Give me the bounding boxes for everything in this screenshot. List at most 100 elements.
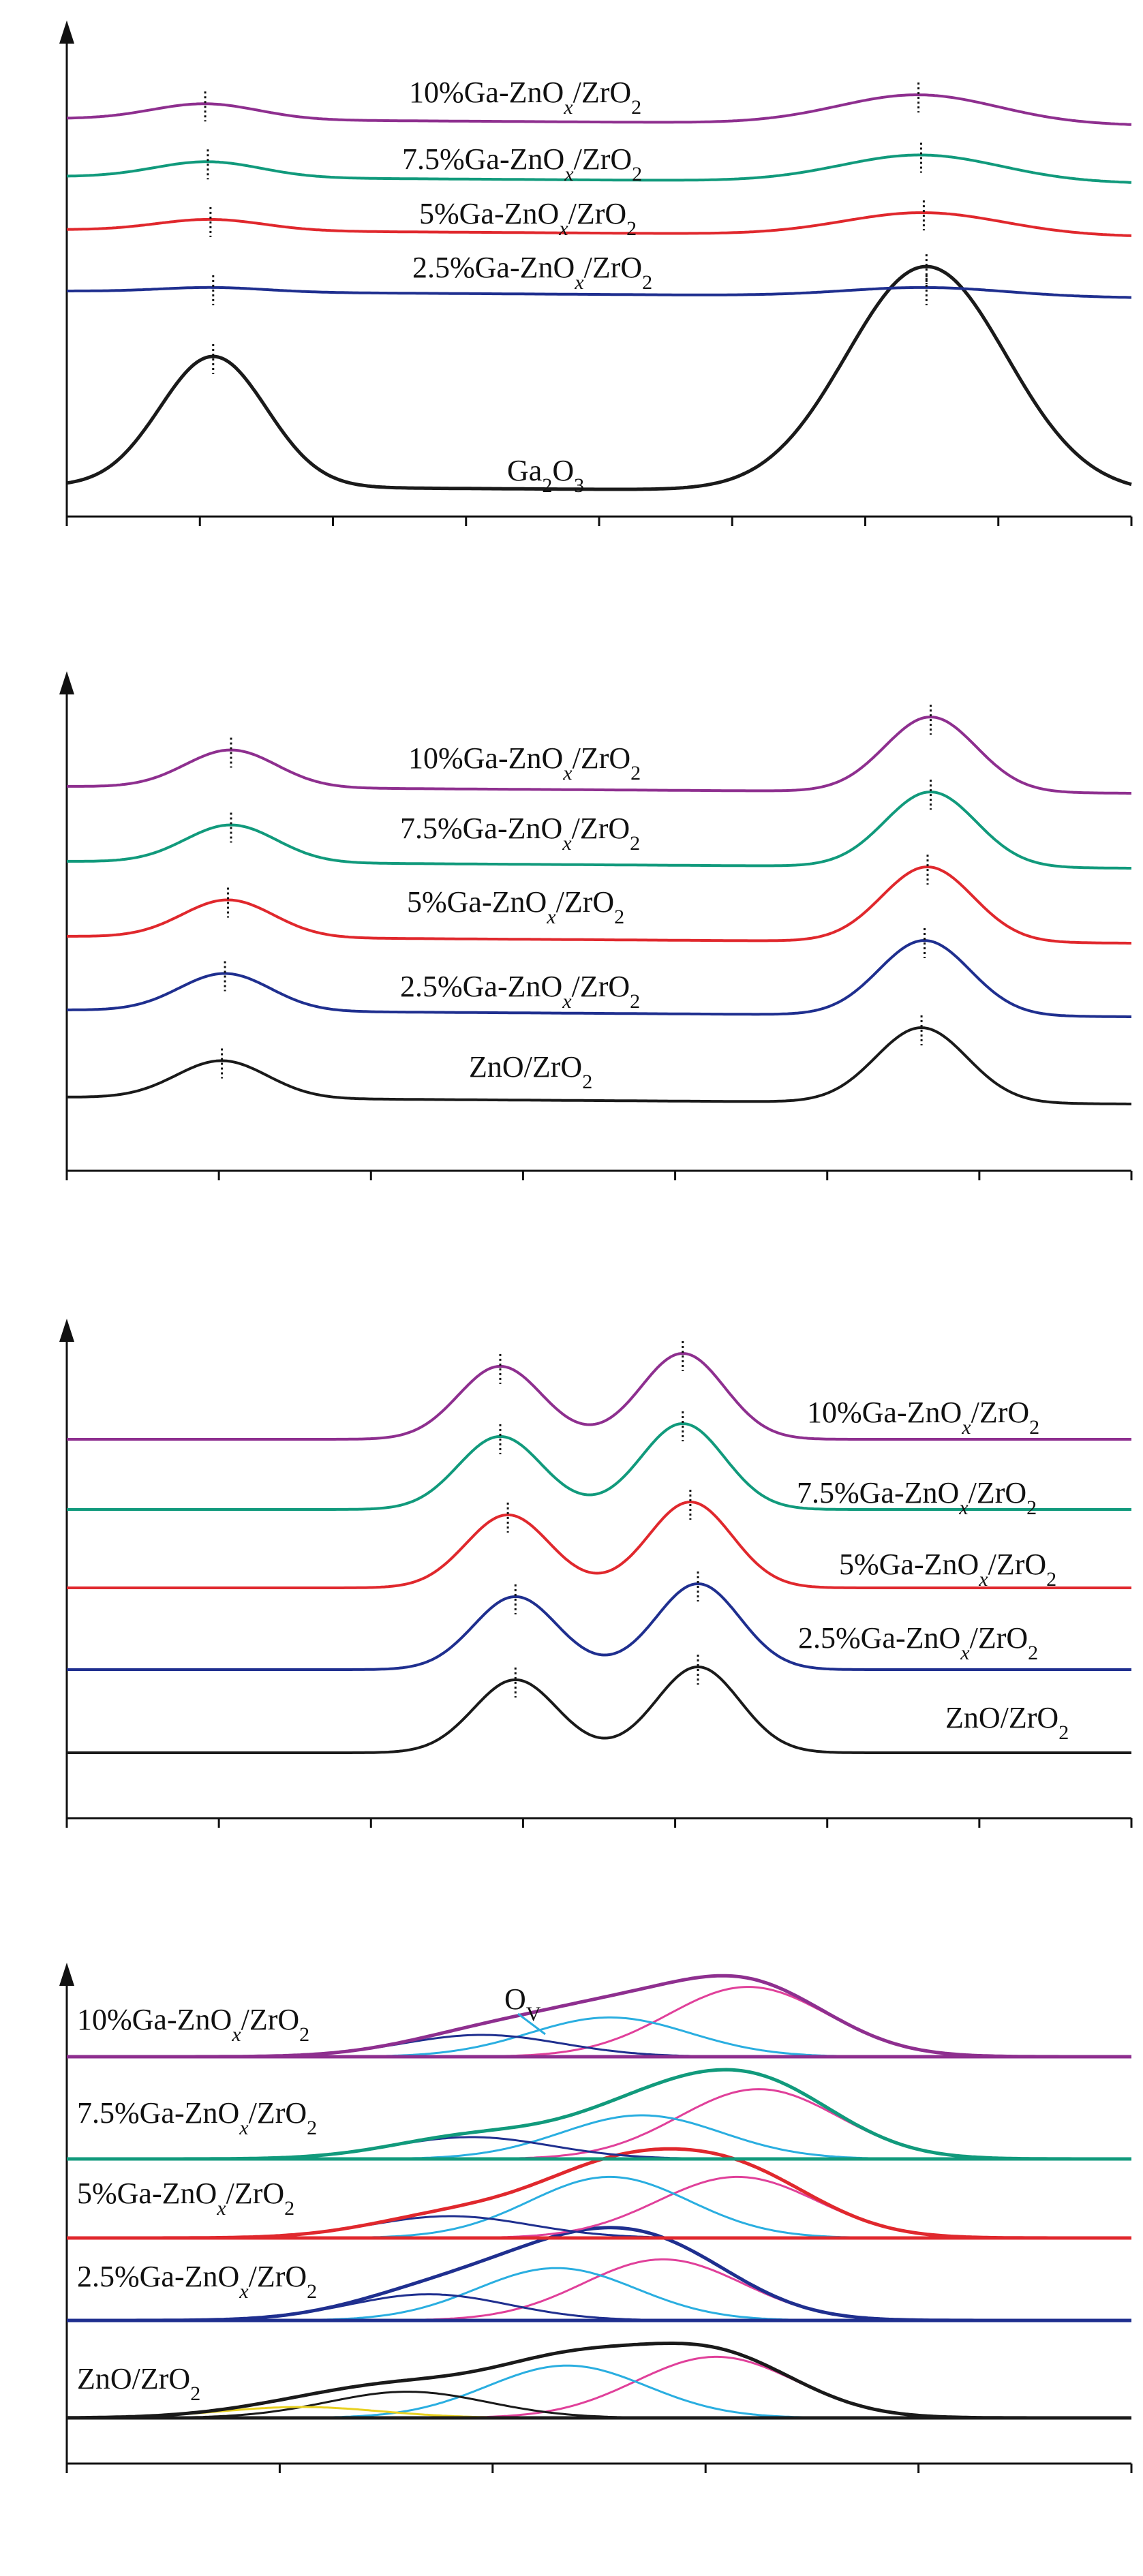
series-name-part: 2.5%Ga-ZnO (798, 1621, 960, 1655)
series-name-part: /ZrO (241, 2003, 300, 2036)
series-name-sub: x (958, 1497, 969, 1519)
series-name-part: /ZrO (573, 741, 631, 775)
series-name-part: /ZrO (584, 251, 643, 284)
series-name-part: O (552, 454, 574, 487)
ov-annotation: OV (504, 1982, 541, 2025)
series-name-part: 5%Ga-ZnO (419, 197, 559, 230)
series-name-part: ZnO/ZrO (945, 1701, 1058, 1734)
series-name-part: 10%Ga-ZnO (77, 2003, 232, 2036)
series-name-sub: 2 (582, 1071, 592, 1093)
spectrum-line (66, 264, 1132, 491)
series-name-part: 7.5%Ga-ZnO (797, 1476, 959, 1509)
series-4: 10%Ga-ZnOx/ZrO2 (67, 76, 1132, 126)
series-name-part: /ZrO (556, 885, 615, 919)
series-name-part: ZnO/ZrO (469, 1050, 582, 1084)
series-3: 7.5%Ga-ZnOx/ZrO2 (67, 780, 1131, 870)
series-name-part: 10%Ga-ZnO (807, 1396, 962, 1429)
series-1: 2.5%Ga-ZnOx/ZrO2 (67, 928, 1131, 1018)
series-name: 2.5%Ga-ZnOx/ZrO2 (412, 251, 652, 294)
ov-annotation-main: O (504, 1982, 526, 2016)
series-name: 2.5%Ga-ZnOx/ZrO2 (798, 1621, 1038, 1664)
series-3: 7.5%Ga-ZnOx/ZrO2 (67, 142, 1132, 185)
series-name-sub: x (239, 2280, 249, 2303)
series-4: 10%Ga-ZnOx/ZrO2 (67, 1974, 1131, 2059)
series-name-part: 7.5%Ga-ZnO (400, 812, 562, 845)
series-name-sub: x (978, 1568, 988, 1591)
series-name: 10%Ga-ZnOx/ZrO2 (409, 76, 641, 119)
series-name: 7.5%Ga-ZnOx/ZrO2 (797, 1476, 1037, 1519)
fit-component (67, 2034, 1131, 2058)
series-name-sub: 2 (1028, 1642, 1038, 1664)
series-name: 10%Ga-ZnOx/ZrO2 (408, 741, 641, 784)
series-name-part: 5%Ga-ZnO (839, 1548, 979, 1581)
series-name-sub: 2 (1026, 1497, 1037, 1519)
series-name-sub: 3 (574, 474, 584, 497)
series-3: 7.5%Ga-ZnOx/ZrO2 (67, 1411, 1131, 1519)
series-name-sub: x (562, 762, 573, 784)
spectrum-line (67, 716, 1131, 795)
series-name-part: /ZrO (249, 2096, 307, 2130)
y-axis-arrow (59, 1963, 74, 1986)
series-name-part: /ZrO (988, 1548, 1047, 1581)
series-name: Ga2O3 (507, 454, 584, 497)
series-name: 5%Ga-ZnOx/ZrO2 (407, 885, 624, 928)
series-name-part: /ZrO (226, 2177, 285, 2210)
panel-d: ZnO/ZrO22.5%Ga-ZnOx/ZrO25%Ga-ZnOx/ZrO27.… (59, 1963, 1133, 2473)
series-name-sub: 2 (642, 271, 652, 294)
series-name-part: /ZrO (572, 970, 630, 1003)
series-name-sub: 2 (1058, 1721, 1069, 1744)
series-name-sub: x (239, 2117, 249, 2139)
panel-a: Ga2O32.5%Ga-ZnOx/ZrO25%Ga-ZnOx/ZrO27.5%G… (59, 20, 1133, 526)
series-1: 2.5%Ga-ZnOx/ZrO2 (67, 1571, 1131, 1671)
series-name-sub: x (562, 832, 572, 855)
series-name: 7.5%Ga-ZnOx/ZrO2 (77, 2096, 317, 2139)
series-0: ZnO/ZrO2 (67, 1015, 1131, 1105)
spectrum-line (67, 1026, 1131, 1105)
ov-pointer (517, 2012, 546, 2036)
series-name-sub: x (562, 990, 572, 1013)
series-3: 7.5%Ga-ZnOx/ZrO2 (67, 2068, 1131, 2161)
series-name: ZnO/ZrO2 (945, 1701, 1069, 1744)
series-name-sub: x (558, 217, 568, 240)
series-0: ZnO/ZrO2 (67, 2342, 1131, 2420)
series-name-part: /ZrO (573, 76, 632, 109)
y-axis-arrow (59, 671, 74, 694)
series-name: ZnO/ZrO2 (77, 2362, 200, 2405)
series-name: 7.5%Ga-ZnOx/ZrO2 (402, 142, 642, 185)
series-name-part: Ga (507, 454, 542, 487)
series-name-part: 10%Ga-ZnO (409, 76, 564, 109)
spectrum-line (66, 286, 1131, 299)
series-name-sub: x (546, 906, 556, 928)
spectrum-line (67, 791, 1131, 870)
series-name-part: /ZrO (574, 142, 633, 176)
series-name-sub: 2 (299, 2023, 309, 2046)
spectrum-line (67, 1666, 1131, 1754)
series-name-part: 2.5%Ga-ZnO (77, 2260, 239, 2293)
series-name-sub: 2 (1046, 1568, 1056, 1591)
series-name-sub: 2 (284, 2197, 294, 2220)
series-name-part: /ZrO (249, 2260, 307, 2293)
series-name-sub: x (216, 2197, 226, 2220)
series-name: 7.5%Ga-ZnOx/ZrO2 (400, 812, 640, 855)
spectrum-line (67, 939, 1131, 1018)
series-name-sub: 2 (307, 2117, 317, 2139)
series-name-sub: x (574, 271, 584, 294)
series-2: 5%Ga-ZnOx/ZrO2 (67, 1490, 1131, 1591)
series-name-sub: x (563, 96, 573, 119)
spectrum-line (67, 865, 1131, 945)
series-2: 5%Ga-ZnOx/ZrO2 (66, 197, 1132, 240)
series-name-sub: x (564, 163, 574, 185)
panel-c: ZnO/ZrO22.5%Ga-ZnOx/ZrO25%Ga-ZnOx/ZrO27.… (59, 1319, 1133, 1828)
spectrum-line (66, 211, 1132, 237)
series-name-part: /ZrO (971, 1396, 1030, 1429)
series-name-part: 5%Ga-ZnO (407, 885, 547, 919)
series-name: 10%Ga-ZnOx/ZrO2 (77, 2003, 309, 2046)
series-0: ZnO/ZrO2 (67, 1655, 1131, 1754)
spectrum-line (67, 93, 1132, 126)
series-name-sub: 2 (631, 96, 641, 119)
series-name-sub: 2 (630, 832, 640, 855)
series-2: 5%Ga-ZnOx/ZrO2 (67, 2147, 1131, 2240)
series-name: 5%Ga-ZnOx/ZrO2 (77, 2177, 294, 2220)
series-name-sub: x (961, 1416, 971, 1439)
series-name-part: /ZrO (568, 197, 627, 230)
